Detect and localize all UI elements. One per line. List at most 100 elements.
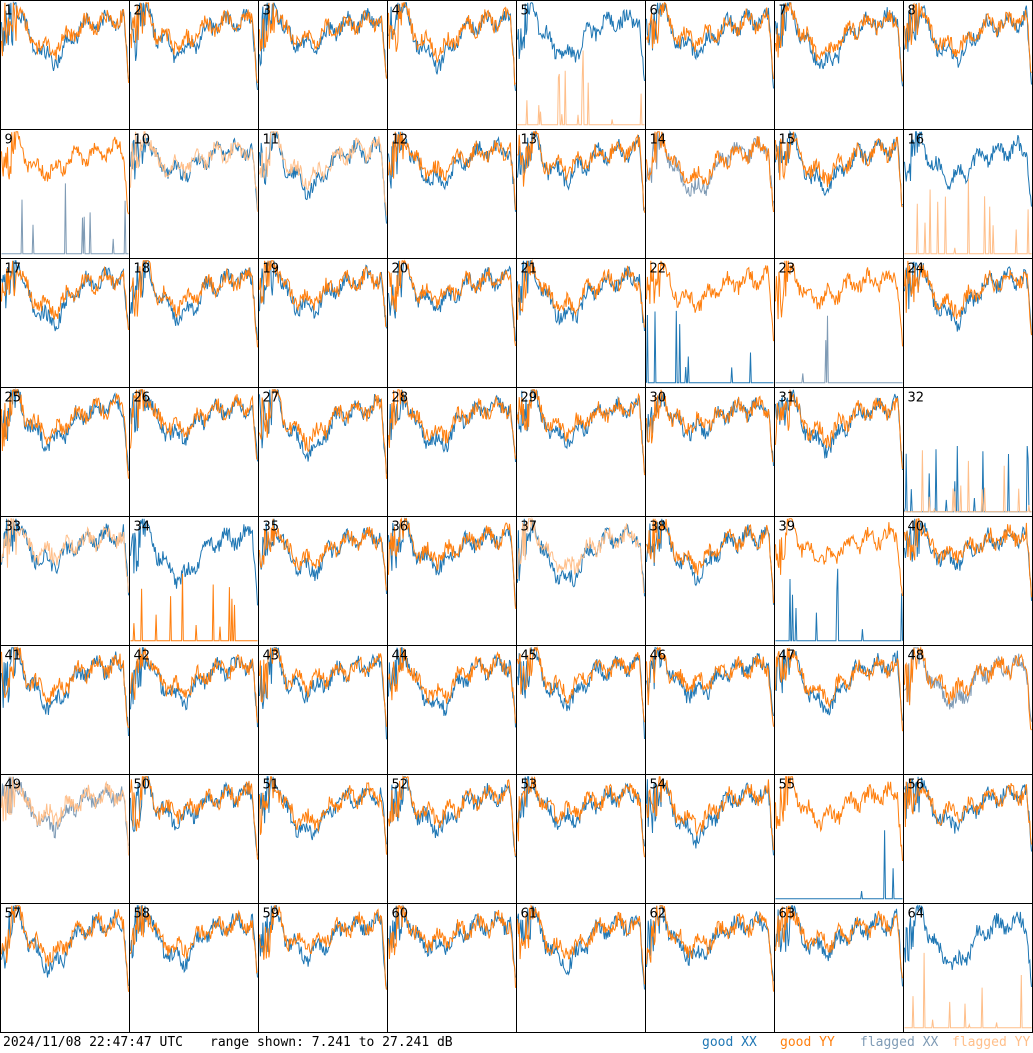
series-yy-line bbox=[1, 2, 129, 83]
series-yy-line bbox=[517, 130, 645, 213]
series-xx-line bbox=[1, 0, 129, 80]
panel-label: 29 bbox=[521, 391, 538, 406]
series-xx-line bbox=[517, 646, 645, 740]
series-yy-line bbox=[904, 450, 1032, 513]
panel-label: 45 bbox=[521, 649, 538, 664]
series-yy-line bbox=[646, 905, 774, 992]
panel-15: 15 bbox=[774, 129, 904, 259]
panel-22: 22 bbox=[645, 258, 775, 388]
panel-label: 5 bbox=[521, 4, 529, 19]
series-yy-line bbox=[775, 905, 903, 979]
panel-frame bbox=[774, 129, 904, 259]
series-yy-line bbox=[517, 388, 645, 476]
panel-label: 60 bbox=[392, 907, 409, 922]
series-yy-line bbox=[646, 518, 774, 604]
series-xx-line bbox=[259, 389, 387, 474]
panel-label: 53 bbox=[521, 778, 538, 793]
panel-frame bbox=[129, 516, 259, 646]
series-yy-line bbox=[130, 389, 258, 460]
panel-label: 8 bbox=[908, 4, 916, 19]
panel-17: 17 bbox=[0, 258, 130, 388]
panel-label: 57 bbox=[5, 907, 22, 922]
series-yy-line bbox=[646, 389, 774, 463]
panel-label: 46 bbox=[650, 649, 667, 664]
series-xx-line bbox=[1, 183, 129, 255]
panel-label: 32 bbox=[908, 391, 925, 406]
series-yy-line bbox=[1, 776, 129, 856]
panel-label: 1 bbox=[5, 4, 13, 19]
panel-frame bbox=[129, 129, 259, 259]
panel-37: 37 bbox=[516, 516, 646, 646]
series-yy-line bbox=[904, 260, 1032, 335]
panel-label: 12 bbox=[392, 133, 409, 148]
series-yy-line bbox=[646, 131, 774, 213]
panel-12: 12 bbox=[387, 129, 517, 259]
panel-label: 61 bbox=[521, 907, 538, 922]
panel-label: 28 bbox=[392, 391, 409, 406]
series-yy-line bbox=[775, 647, 903, 732]
series-yy-line bbox=[775, 776, 903, 862]
series-yy-line bbox=[388, 647, 516, 724]
panel-55: 55 bbox=[774, 774, 904, 904]
panel-label: 51 bbox=[263, 778, 280, 793]
panel-frame bbox=[774, 0, 904, 130]
panel-label: 9 bbox=[5, 133, 13, 148]
series-yy-line bbox=[1, 387, 129, 479]
panel-11: 11 bbox=[258, 129, 388, 259]
series-xx-line bbox=[775, 568, 903, 642]
panel-frame bbox=[516, 645, 646, 775]
series-yy-line bbox=[904, 646, 1032, 731]
panel-42: 42 bbox=[129, 645, 259, 775]
panel-frame bbox=[387, 774, 517, 904]
series-yy-line bbox=[1, 905, 129, 992]
series-yy-line bbox=[1, 131, 129, 215]
panel-label: 64 bbox=[908, 907, 925, 922]
series-yy-line bbox=[775, 260, 903, 347]
panel-27: 27 bbox=[258, 387, 388, 517]
panel-label: 24 bbox=[908, 262, 925, 277]
series-yy-line bbox=[259, 2, 387, 79]
panel-label: 23 bbox=[779, 262, 796, 277]
panel-label: 48 bbox=[908, 649, 925, 664]
panel-label: 30 bbox=[650, 391, 667, 406]
series-yy-line bbox=[646, 260, 774, 342]
panel-frame bbox=[387, 258, 517, 388]
panel-label: 55 bbox=[779, 778, 796, 793]
series-yy-line bbox=[1, 646, 129, 728]
panel-frame bbox=[258, 645, 388, 775]
panel-6: 6 bbox=[645, 0, 775, 130]
series-yy-line bbox=[775, 2, 903, 82]
panel-20: 20 bbox=[387, 258, 517, 388]
panel-19: 19 bbox=[258, 258, 388, 388]
series-yy-line bbox=[775, 389, 903, 470]
series-xx-line bbox=[130, 518, 258, 606]
panel-label: 62 bbox=[650, 907, 667, 922]
series-yy-line bbox=[388, 775, 516, 857]
series-yy-line bbox=[646, 1, 774, 79]
panel-2: 2 bbox=[129, 0, 259, 130]
panel-label: 26 bbox=[134, 391, 151, 406]
series-xx-line bbox=[259, 2, 387, 79]
panel-58: 58 bbox=[129, 903, 259, 1033]
series-yy-line bbox=[646, 646, 774, 727]
series-yy-line bbox=[904, 2, 1032, 74]
panel-frame bbox=[129, 0, 259, 130]
series-xx-line bbox=[904, 904, 1032, 987]
panel-frame bbox=[258, 774, 388, 904]
series-yy-line bbox=[388, 389, 516, 459]
panel-label: 20 bbox=[392, 262, 409, 277]
panel-28: 28 bbox=[387, 387, 517, 517]
panel-18: 18 bbox=[129, 258, 259, 388]
series-yy-line bbox=[388, 2, 516, 86]
panel-label: 34 bbox=[134, 520, 151, 535]
panel-label: 37 bbox=[521, 520, 538, 535]
panel-label: 6 bbox=[650, 4, 658, 19]
panel-label: 2 bbox=[134, 4, 142, 19]
panel-44: 44 bbox=[387, 645, 517, 775]
panel-40: 40 bbox=[903, 516, 1033, 646]
panel-57: 57 bbox=[0, 903, 130, 1033]
series-yy-line bbox=[259, 389, 387, 479]
panel-label: 58 bbox=[134, 907, 151, 922]
series-xx-line bbox=[130, 2, 258, 90]
